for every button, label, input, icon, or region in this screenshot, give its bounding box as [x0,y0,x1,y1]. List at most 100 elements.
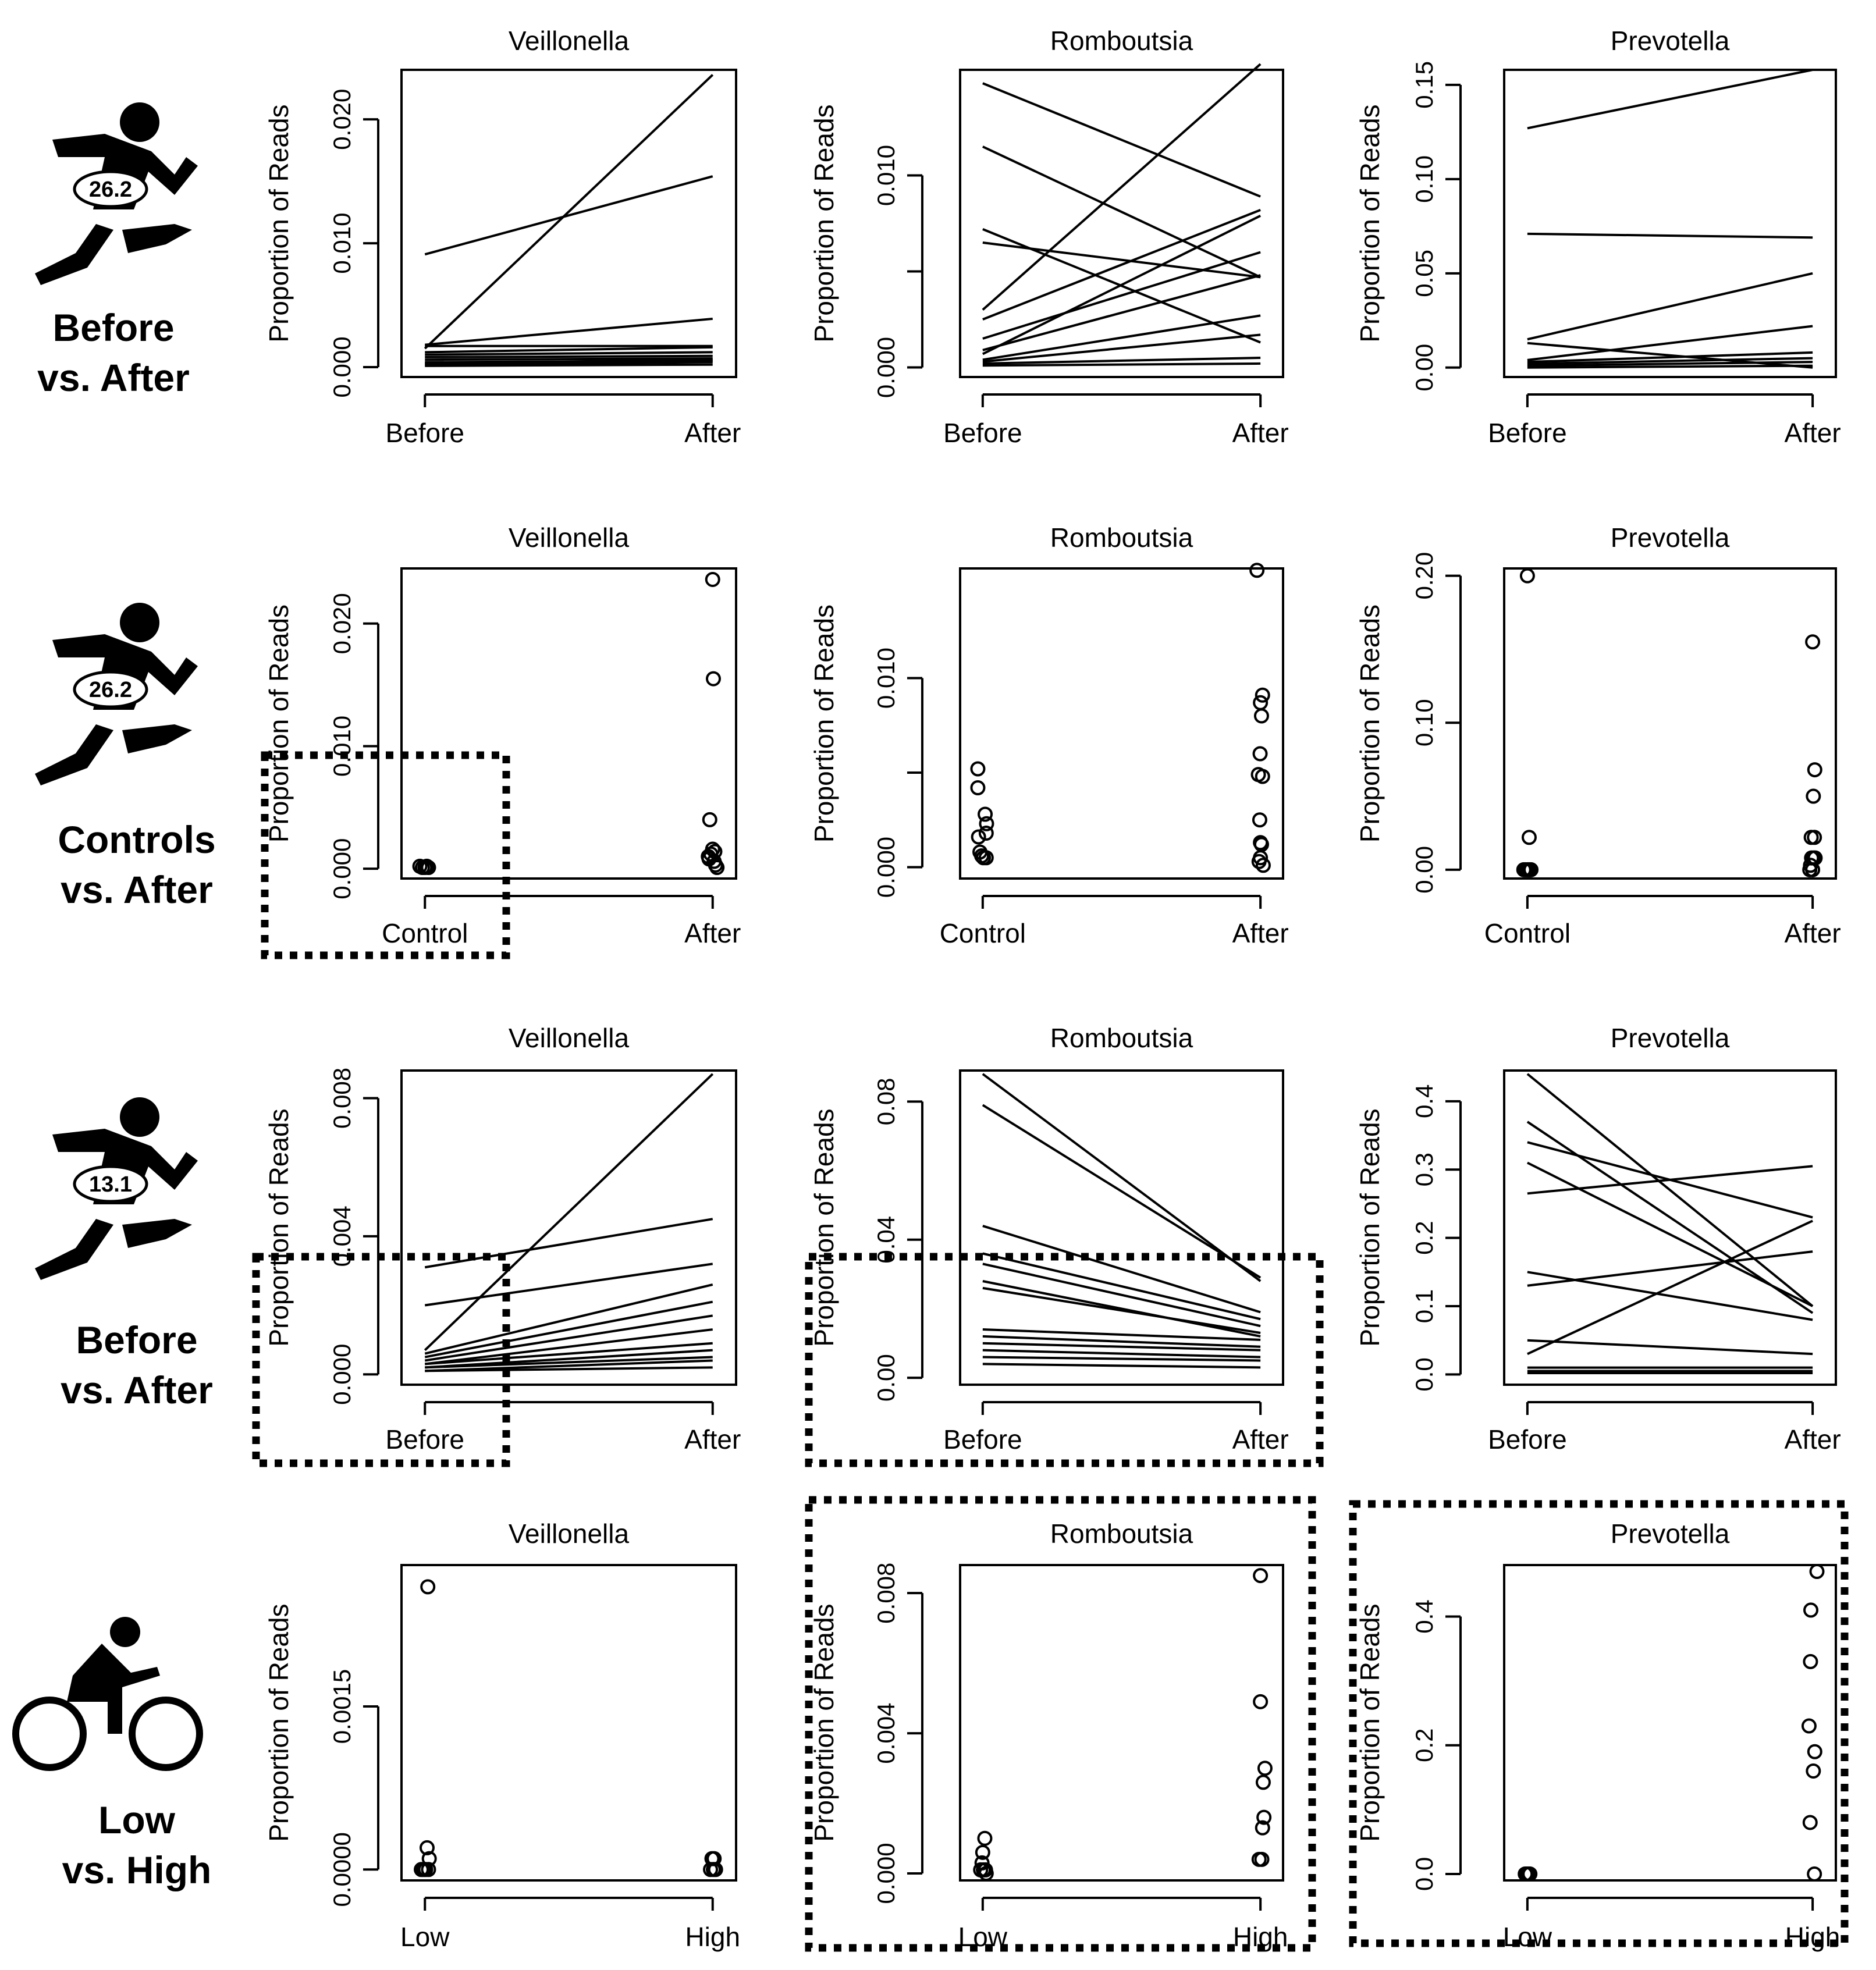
series-line-6 [1527,1271,1813,1321]
series-line-2 [424,74,714,350]
y-axis-label: Proportion of Reads [1355,1603,1385,1841]
panel-title: Veillonella [509,1023,630,1053]
series-line-5 [424,1300,713,1359]
data-point-11 [1249,563,1265,578]
plot-frame [400,567,737,880]
data-point-7 [978,1865,994,1881]
series-line-4 [982,241,1261,279]
x-category-label: After [1232,418,1289,448]
series-line-9 [982,1335,1261,1348]
significant-highlight-box [1349,1500,1849,1947]
data-point-1 [970,761,986,777]
significant-highlight-box [261,751,510,959]
x-category-label: Before [1488,1424,1567,1455]
significant-highlight-box [805,1496,1316,1952]
data-point-19 [1803,858,1818,873]
x-category-label: After [684,1424,741,1455]
series-line-1 [982,82,1261,198]
data-point-14 [709,860,725,876]
y-tick-label: 0.020 [328,593,356,654]
y-tick-label: 0.000 [872,1843,900,1904]
panel-title: Prevotella [1611,1519,1730,1549]
panel-romboutsia-row2: Romboutsia Proportion of Reads 0.000 0.010 C… [809,522,1289,948]
panel-title: Veillonella [509,26,630,56]
plot-frame [400,1564,737,1882]
series-line-11 [425,361,713,366]
series-line-13 [982,362,1261,367]
panel-prevotella-row4: Prevotella Proportion of Reads 0.0 0.2 0.4 Lo… [1355,1519,1840,1952]
row-label-4: Low vs. High [20,1795,253,1895]
x-category-label: Before [385,418,464,448]
y-tick-label: 0.05 [1410,250,1438,297]
series-line-8 [982,1328,1261,1341]
y-tick-label: 0.00 [872,1354,900,1402]
data-point-11 [1806,788,1821,804]
panel-title: Prevotella [1611,1023,1730,1053]
data-point-5 [977,1830,993,1846]
series-line-6 [982,209,1261,321]
panel-veillonella-row2: Veillonella Proportion of Reads 0.000 0.010… [264,522,741,948]
y-tick-label: 0.000 [328,838,356,899]
series-line-6 [1527,351,1813,364]
series-line-7 [982,251,1261,340]
plot-frame [400,1069,737,1386]
data-point-14 [1255,687,1270,703]
row-label-1: Before vs. After [0,303,230,403]
series-line-8 [982,274,1261,351]
series-line-9 [982,215,1262,355]
y-tick-label: 0.00 [1410,344,1438,392]
series-line-1 [424,175,713,256]
panel-title: Veillonella [509,522,630,553]
data-point-9 [979,816,994,831]
panel-title: Veillonella [509,1519,630,1549]
y-tick-label: 0.20 [1410,552,1438,600]
x-category-label: Low [1503,1922,1552,1952]
y-axis-label: Proportion of Reads [809,1108,839,1346]
series-line-9 [1527,1219,1813,1355]
series-line-2 [982,145,1262,279]
panel-prevotella-row3: Prevotella Proportion of Reads 0.0 0.1 0.2 0.… [1355,1023,1841,1455]
data-point-15 [1252,746,1268,762]
plot-frame [1503,567,1837,880]
series-line-7 [982,1286,1261,1334]
x-category-label: After [684,418,741,448]
row-label-line2: vs. After [37,356,190,399]
y-tick-label: 0.08 [872,1078,900,1126]
series-line-7 [1527,1250,1813,1287]
plot-frame [1503,1564,1837,1882]
data-point-9 [1801,1718,1817,1734]
panel-veillonella-row1: Veillonella Proportion of Reads 0.000 0.010… [264,26,741,448]
x-category-label: After [1232,1424,1289,1455]
row-label-line1: Controls [58,818,216,861]
series-line-4 [424,1283,713,1355]
y-tick-label: 0.4 [1410,1599,1438,1633]
series-line-1 [1526,1073,1814,1307]
data-point-5 [1522,1866,1538,1882]
data-point-12 [1802,1815,1818,1830]
y-tick-label: 0.008 [328,1068,356,1129]
significant-highlight-box [805,1253,1324,1467]
x-category-label: High [685,1922,740,1952]
series-line-5 [425,346,713,354]
y-tick-label: 0.10 [1410,155,1438,203]
y-axis-label: Proportion of Reads [809,1603,839,1841]
y-tick-label: 0.004 [872,1703,900,1764]
y-tick-label: 0.010 [872,648,900,709]
y-tick-label: 0.000 [872,337,900,398]
row-label-line1: Before [52,306,175,349]
data-point-6 [421,1851,437,1866]
data-point-11 [706,1851,722,1866]
data-point-15 [1257,1761,1273,1776]
x-category-label: Before [385,1424,464,1455]
y-tick-label: 0.15 [1410,61,1438,109]
y-axis-label: Proportion of Reads [809,604,839,842]
data-point-16 [707,844,723,859]
series-line-3 [982,1225,1261,1314]
data-point-7 [978,806,993,822]
data-point-3 [1519,568,1535,584]
data-point-8 [705,671,721,687]
x-category-label: Before [943,418,1022,448]
panel-title: Romboutsia [1050,1519,1193,1549]
series-line-12 [982,357,1261,365]
